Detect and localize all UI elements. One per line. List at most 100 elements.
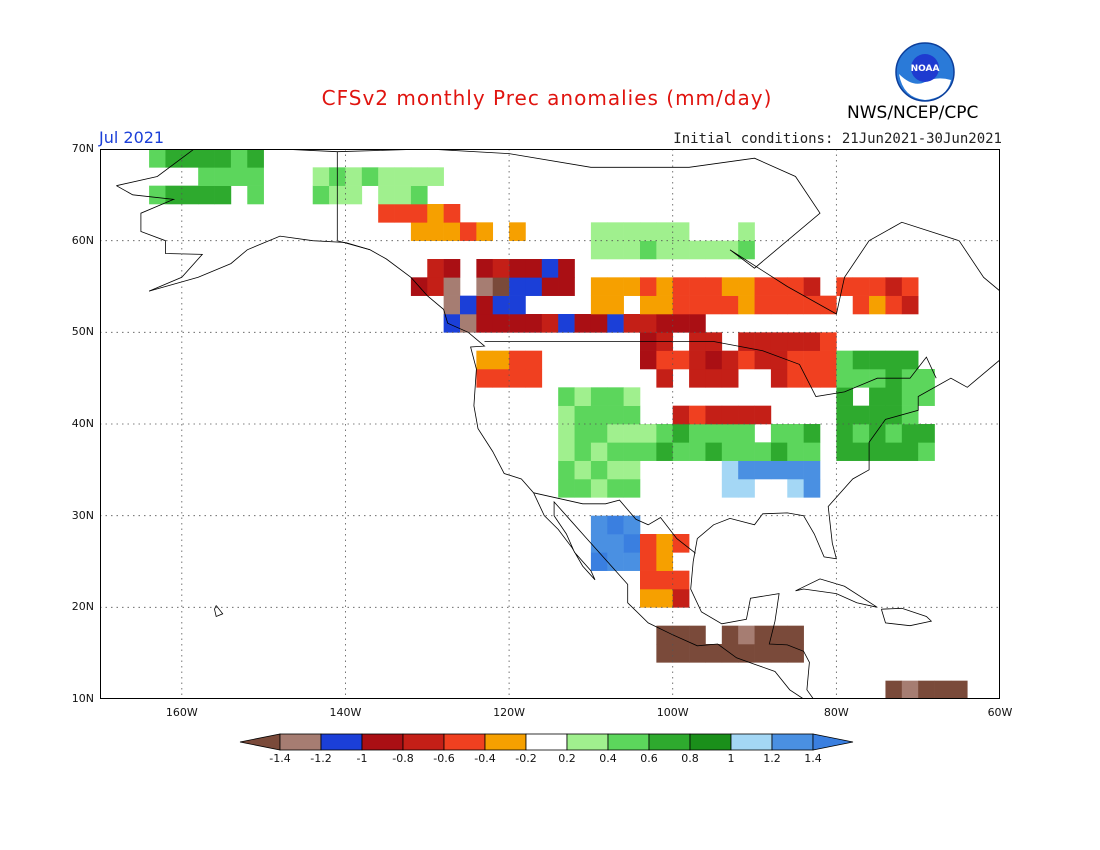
gridlines	[100, 149, 1000, 699]
anomaly-cell	[607, 240, 624, 260]
anomaly-cell	[623, 424, 641, 443]
anomaly-cell	[918, 369, 935, 388]
lat-label: 40N	[71, 417, 94, 430]
legend-color-box	[771, 733, 814, 751]
anomaly-cell	[149, 149, 166, 168]
anomaly-cell	[738, 332, 755, 351]
anomaly-cell	[427, 277, 444, 296]
anomaly-cell	[901, 424, 919, 443]
legend-tick-label: -1.4	[269, 752, 291, 765]
anomaly-cell	[672, 277, 690, 296]
anomaly-cell	[672, 314, 690, 333]
anomaly-cell	[476, 314, 494, 333]
anomaly-cell	[689, 424, 706, 443]
anomaly-cell	[165, 149, 183, 168]
anomaly-cell	[607, 442, 624, 461]
anomaly-cell	[869, 295, 886, 315]
anomaly-cell	[885, 295, 903, 315]
anomaly-cell	[198, 149, 215, 168]
anomaly-cell	[460, 222, 477, 241]
title: CFSv2 monthly Prec anomalies (mm/day)	[321, 86, 773, 110]
anomaly-cell	[885, 350, 903, 370]
anomaly-cell	[705, 350, 723, 370]
anomaly-cell	[770, 442, 788, 461]
legend-tick-label: 0.6	[640, 752, 658, 765]
anomaly-cell	[738, 240, 755, 260]
anomaly-cell	[754, 644, 772, 663]
anomaly-cell	[787, 350, 804, 370]
legend-color-box	[525, 733, 568, 751]
anomaly-cell	[214, 149, 232, 168]
lon-label: 140W	[329, 706, 362, 719]
anomaly-cell	[738, 350, 755, 370]
anomaly-cell	[541, 277, 559, 296]
anomaly-cell	[918, 387, 935, 406]
anomaly-cell	[869, 405, 886, 425]
anomaly-cell	[918, 680, 935, 699]
anomaly-cell	[574, 314, 592, 333]
anomaly-cell	[509, 222, 526, 241]
anomaly-cell	[869, 350, 886, 370]
anomaly-cell	[738, 625, 755, 645]
anomaly-cell	[590, 387, 608, 406]
anomaly-cell	[607, 222, 624, 241]
anomaly-cell	[836, 369, 854, 388]
anomaly-cell	[656, 222, 674, 241]
anomaly-cell	[361, 167, 379, 186]
anomaly-cell	[885, 277, 903, 296]
anomaly-cell	[656, 369, 674, 388]
anomaly-cell	[656, 534, 674, 553]
anomaly-cell	[623, 222, 641, 241]
anomaly-cell	[590, 479, 608, 498]
anomaly-cell	[230, 149, 248, 168]
anomaly-cell	[623, 460, 641, 480]
anomaly-cell	[820, 369, 837, 388]
anomaly-cell	[754, 295, 772, 315]
anomaly-cell	[885, 405, 903, 425]
anomaly-cell	[312, 185, 330, 205]
anomaly-cell	[656, 570, 674, 590]
anomaly-cell	[918, 424, 935, 443]
anomaly-cell	[640, 277, 657, 296]
legend-tick-label: -0.8	[392, 752, 414, 765]
anomaly-cell	[721, 625, 739, 645]
anomaly-cell	[492, 277, 510, 296]
anomaly-cell	[770, 277, 788, 296]
anomaly-cell	[770, 369, 788, 388]
anomaly-cell	[607, 552, 624, 571]
anomaly-cell	[754, 460, 772, 480]
anomaly-cell	[738, 442, 755, 461]
anomaly-cell	[672, 644, 690, 663]
anomaly-cell	[590, 222, 608, 241]
anomaly-cell	[738, 424, 755, 443]
logo-text: NOAA	[911, 64, 940, 74]
anomaly-cell	[901, 277, 919, 296]
anomaly-cell	[705, 295, 723, 315]
legend-color-box	[648, 733, 691, 751]
anomaly-cell	[656, 552, 674, 571]
anomaly-cell	[738, 479, 755, 498]
anomaly-cell	[640, 424, 657, 443]
anomaly-cell	[247, 167, 264, 186]
anomaly-cell	[869, 442, 886, 461]
anomaly-cell	[640, 295, 657, 315]
anomaly-cell	[803, 442, 821, 461]
anomaly-cell	[672, 442, 690, 461]
island-outline	[881, 607, 933, 627]
anomaly-cell	[852, 350, 870, 370]
anomaly-cell	[558, 277, 575, 296]
anomaly-cell	[820, 350, 837, 370]
anomaly-cell	[541, 259, 559, 278]
anomaly-cell	[590, 277, 608, 296]
anomaly-cell	[836, 350, 854, 370]
anomaly-cell	[787, 369, 804, 388]
anomaly-cell	[901, 442, 919, 461]
anomaly-cell	[443, 295, 461, 315]
anomaly-cell	[836, 424, 854, 443]
coastlines	[116, 149, 1000, 699]
anomaly-cell	[721, 460, 739, 480]
legend-tick-label: 1	[727, 752, 735, 765]
anomaly-cell	[623, 515, 641, 535]
legend-tick-label: -1	[356, 752, 368, 765]
anomaly-cell	[836, 405, 854, 425]
